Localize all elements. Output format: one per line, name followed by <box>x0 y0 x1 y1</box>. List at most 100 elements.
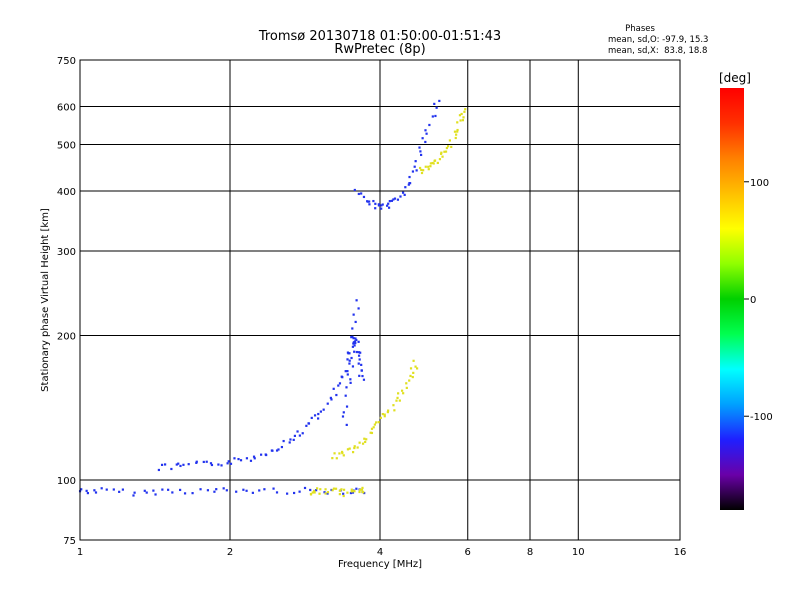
data-point-o <box>235 490 238 493</box>
data-point-o <box>390 199 393 202</box>
data-point-o <box>307 422 310 425</box>
x-axis-label: Frequency [MHz] <box>338 559 422 570</box>
data-point-o <box>344 394 347 397</box>
data-point-x <box>438 158 442 161</box>
data-point-o <box>293 434 297 437</box>
data-point-x <box>398 399 401 402</box>
data-point-o <box>357 362 360 365</box>
data-point-o <box>355 487 358 490</box>
data-point-o <box>199 488 202 491</box>
data-point-x <box>364 440 367 444</box>
data-point-o <box>118 490 121 493</box>
data-point-o <box>309 488 312 492</box>
data-point-o <box>112 488 115 491</box>
data-point-x <box>370 427 374 430</box>
data-point-o <box>93 489 96 492</box>
data-point-o <box>277 448 280 451</box>
data-point-o <box>319 410 322 413</box>
data-point-x <box>427 168 430 171</box>
data-point-x <box>381 412 384 416</box>
data-point-x <box>341 451 344 455</box>
data-point-o <box>132 494 135 497</box>
data-point-o <box>282 439 285 443</box>
x-tick-label: 8 <box>527 547 533 558</box>
data-point-o <box>351 365 355 368</box>
data-point-o <box>226 462 229 465</box>
data-point-x <box>424 165 427 168</box>
data-point-o <box>217 463 220 466</box>
plot-frame <box>79 59 681 541</box>
data-point-x <box>458 114 462 117</box>
x-tick-label: 6 <box>465 547 471 558</box>
data-point-x <box>340 450 344 454</box>
data-point-o <box>344 370 347 373</box>
data-point-o <box>322 408 325 411</box>
data-point-x <box>324 488 327 491</box>
data-point-o <box>380 207 383 210</box>
data-point-o <box>433 102 436 105</box>
data-point-x <box>412 371 415 374</box>
data-point-o <box>179 488 182 492</box>
x-tick-label: 1 <box>77 547 83 558</box>
data-point-o <box>182 463 185 466</box>
data-point-x <box>459 119 462 122</box>
data-point-o <box>298 490 301 493</box>
data-point-x <box>383 413 386 416</box>
data-point-o <box>272 487 275 490</box>
data-point-x <box>462 116 465 119</box>
data-point-x <box>411 375 414 379</box>
data-point-o <box>342 492 345 495</box>
data-point-o <box>210 463 214 467</box>
data-point-o <box>419 150 422 153</box>
x-tick-label: 10 <box>572 547 585 558</box>
data-point-o <box>352 337 355 340</box>
data-point-o <box>252 455 256 458</box>
data-point-o <box>233 457 236 460</box>
data-point-o <box>337 384 340 387</box>
data-point-o <box>360 363 363 366</box>
data-point-o <box>154 493 157 496</box>
data-point-x <box>351 490 354 493</box>
data-point-x <box>454 136 457 140</box>
data-point-o <box>348 352 351 355</box>
data-point-o <box>349 491 353 495</box>
data-point-o <box>355 350 358 354</box>
data-point-o <box>362 195 366 199</box>
data-point-x <box>408 379 411 382</box>
data-point-x <box>405 386 408 390</box>
data-point-o <box>351 345 355 348</box>
data-point-x <box>365 438 368 441</box>
data-point-o <box>209 462 213 465</box>
data-point-o <box>357 307 360 310</box>
data-point-o <box>326 492 329 495</box>
data-point-o <box>293 491 296 495</box>
data-point-o <box>280 445 284 449</box>
data-point-o <box>191 492 194 495</box>
data-point-x <box>463 110 466 113</box>
data-point-o <box>374 202 377 205</box>
data-point-o <box>251 491 254 494</box>
data-point-o <box>249 459 253 462</box>
data-points <box>78 99 467 498</box>
data-point-x <box>335 457 338 460</box>
data-point-o <box>353 340 357 343</box>
data-point-o <box>202 460 205 464</box>
data-point-o <box>335 393 338 397</box>
data-point-x <box>332 487 336 490</box>
data-point-o <box>346 370 349 373</box>
data-point-o <box>239 459 243 462</box>
data-point-o <box>351 335 354 338</box>
data-point-o <box>418 146 421 149</box>
data-point-x <box>461 119 465 122</box>
data-point-o <box>326 402 329 405</box>
data-point-o <box>425 132 428 135</box>
data-point-x <box>369 431 372 434</box>
data-point-x <box>455 133 458 136</box>
data-point-o <box>220 464 223 467</box>
y-tick-label: 200 <box>57 332 76 343</box>
data-point-x <box>342 494 345 498</box>
data-point-x <box>338 452 341 455</box>
data-point-o <box>404 186 407 189</box>
data-point-o <box>213 490 216 493</box>
data-point-x <box>405 382 408 385</box>
